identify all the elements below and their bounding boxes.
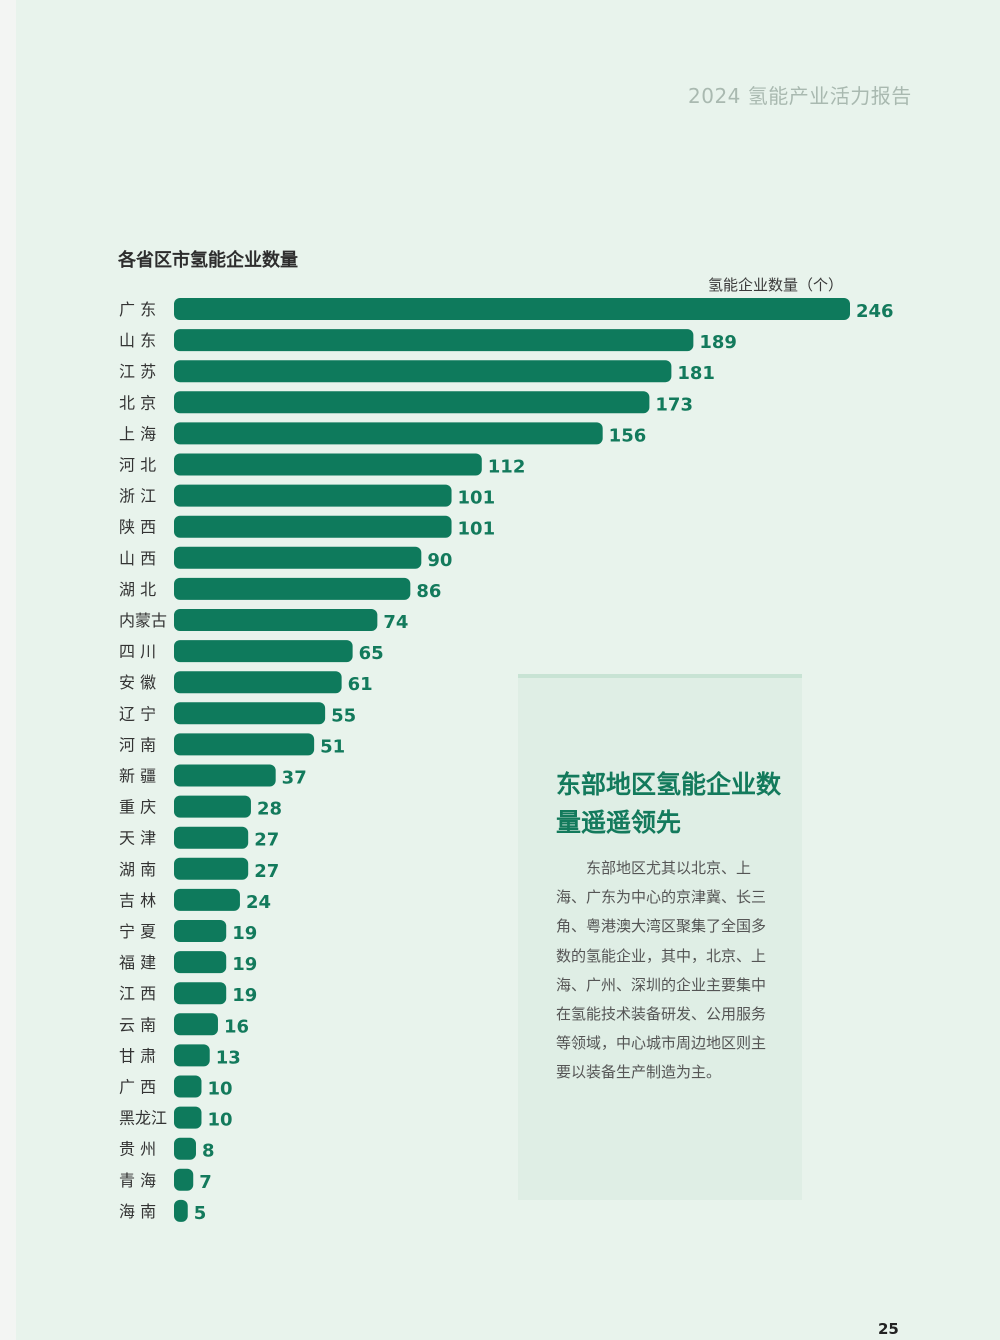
bar	[174, 1168, 194, 1191]
category-label: 河 南	[119, 735, 156, 754]
category-label: 重 庆	[119, 798, 156, 817]
category-label: 江 西	[119, 984, 156, 1003]
category-label: 安 徽	[119, 673, 156, 692]
value-label: 112	[488, 457, 526, 478]
category-label: 河 北	[119, 456, 156, 475]
category-label: 陕 西	[119, 518, 156, 537]
category-label: 北 京	[119, 393, 156, 412]
value-label: 27	[254, 830, 279, 851]
category-label: 吉 林	[119, 891, 156, 910]
value-label: 189	[699, 332, 737, 353]
bar	[174, 515, 452, 538]
bar-chart: 广 东 246 山 东 189 江 苏 181 北 京 173 上 海 156 河 北 112 浙 江 1…	[119, 298, 894, 1224]
bar	[174, 888, 240, 911]
bar	[174, 391, 650, 414]
value-label: 13	[216, 1047, 241, 1068]
value-label: 101	[458, 519, 496, 540]
category-label: 湖 北	[119, 580, 156, 599]
value-axis-label: 氢能企业数量（个）	[708, 276, 844, 294]
bar	[174, 484, 452, 507]
bar	[174, 298, 850, 320]
bar	[174, 826, 249, 849]
category-label: 山 东	[119, 331, 156, 350]
category-label: 辽 宁	[119, 704, 156, 723]
value-label: 246	[856, 301, 894, 322]
value-label: 16	[224, 1016, 249, 1037]
value-label: 51	[320, 736, 345, 757]
bar	[174, 795, 251, 818]
category-label: 云 南	[119, 1015, 156, 1034]
value-label: 5	[194, 1203, 207, 1224]
category-label: 新 疆	[119, 767, 156, 786]
callout-box: 东部地区氢能企业数量遥遥领先 东部地区尤其以北京、上海、广东为中心的京津冀、长三…	[518, 674, 802, 1200]
bar	[174, 857, 249, 880]
category-label: 天 津	[119, 829, 156, 848]
value-label: 28	[257, 799, 282, 820]
bar	[174, 1106, 202, 1129]
bar	[174, 982, 227, 1005]
value-label: 19	[232, 923, 257, 944]
value-label: 55	[331, 705, 356, 726]
value-label: 65	[359, 643, 384, 664]
value-label: 10	[207, 1110, 232, 1131]
page-number: 25	[878, 1320, 899, 1338]
category-label: 贵 州	[119, 1140, 156, 1159]
category-label: 湖 南	[119, 860, 156, 879]
bar	[174, 1013, 218, 1036]
value-label: 27	[254, 861, 279, 882]
category-label: 广 西	[119, 1078, 156, 1097]
bar	[174, 702, 326, 725]
value-label: 8	[202, 1141, 215, 1162]
value-label: 101	[458, 488, 496, 509]
bar	[174, 453, 482, 476]
bar	[174, 640, 353, 663]
category-label: 青 海	[119, 1171, 156, 1190]
value-label: 156	[609, 425, 647, 446]
bar	[174, 329, 694, 352]
value-label: 19	[232, 985, 257, 1006]
category-label: 宁 夏	[119, 922, 156, 941]
report-page: 2024 氢能产业活力报告 各省区市氢能企业数量 氢能企业数量（个） 广 东 24…	[16, 0, 1000, 1340]
value-label: 7	[199, 1172, 212, 1193]
value-label: 24	[246, 892, 271, 913]
value-label: 74	[383, 612, 408, 633]
bar	[174, 951, 227, 974]
callout-heading: 东部地区氢能企业数量遥遥领先	[556, 770, 782, 837]
value-label: 86	[416, 581, 441, 602]
category-label: 福 建	[119, 953, 156, 972]
category-label: 广 东	[119, 300, 156, 319]
category-label: 甘 肃	[119, 1046, 156, 1065]
bar	[174, 577, 411, 600]
value-label: 181	[677, 363, 715, 384]
bar	[174, 1044, 210, 1067]
value-label: 173	[655, 394, 693, 415]
value-label: 61	[348, 674, 373, 695]
value-label: 90	[427, 550, 452, 571]
category-label: 四 川	[119, 642, 156, 661]
category-label: 山 西	[119, 549, 156, 568]
value-label: 19	[232, 954, 257, 975]
bar	[174, 1137, 196, 1160]
bar	[174, 671, 342, 694]
bar	[174, 920, 227, 942]
bar	[174, 1199, 188, 1222]
bar	[174, 764, 276, 787]
category-label: 内蒙古	[119, 611, 167, 630]
bar	[174, 546, 422, 569]
chart-title: 各省区市氢能企业数量	[118, 250, 298, 271]
value-label: 37	[282, 768, 307, 789]
callout-body: 东部地区尤其以北京、上海、广东为中心的京津冀、长三角、粤港澳大湾区聚集了全国多数…	[556, 859, 767, 1082]
report-title: 2024 氢能产业活力报告	[688, 84, 912, 108]
category-label: 浙 江	[119, 487, 156, 506]
category-label: 黑龙江	[119, 1109, 167, 1128]
bar	[174, 1075, 202, 1098]
bar	[174, 609, 378, 631]
bar	[174, 360, 672, 383]
bar	[174, 733, 315, 756]
category-label: 海 南	[119, 1202, 156, 1221]
value-label: 10	[207, 1079, 232, 1100]
bar	[174, 422, 603, 445]
category-label: 江 苏	[119, 362, 156, 381]
category-label: 上 海	[119, 424, 156, 443]
